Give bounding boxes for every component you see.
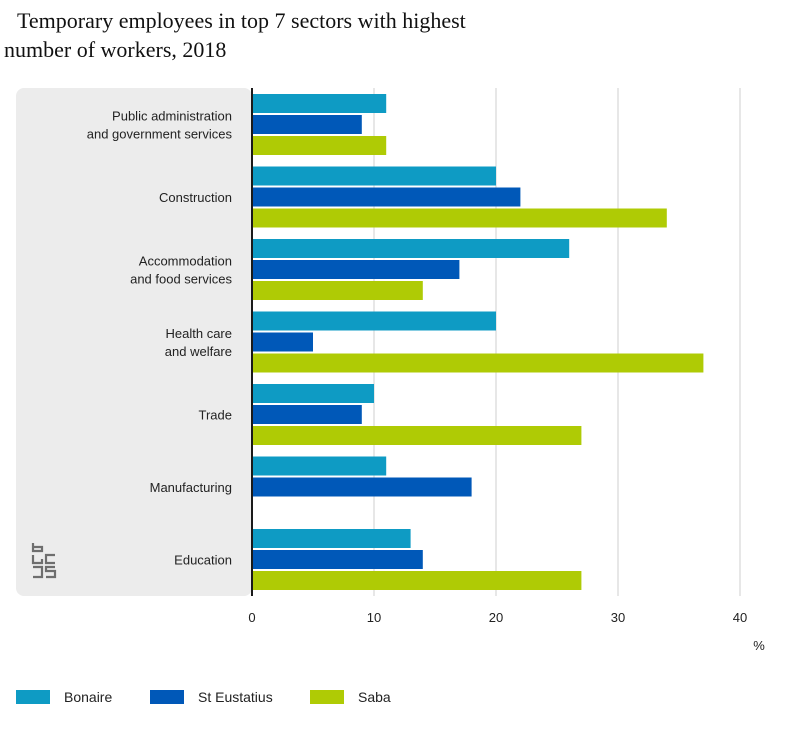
- cbs-logo-icon: [31, 543, 57, 579]
- bar-1-saba: [252, 136, 387, 155]
- category-label-4-line-1: Health care: [166, 326, 232, 341]
- legend-item-bonaire: Bonaire: [16, 689, 112, 705]
- bar-2-bonaire: [252, 166, 496, 186]
- bar-chart: Public administration and government serv…: [16, 88, 765, 653]
- chart-title: Temporary employees in top 7 sectors wit…: [4, 6, 564, 64]
- category-label-7: Education: [174, 553, 232, 568]
- bar-4-bonaire: [252, 311, 496, 331]
- category-panel: [16, 88, 252, 596]
- bar-3-st-eustatius: [252, 260, 460, 279]
- x-tick-label-0: 0: [248, 610, 255, 625]
- bar-2-saba: [252, 208, 667, 228]
- category-label-3-line-2: and food services: [130, 272, 232, 287]
- bar-3-saba: [252, 281, 423, 300]
- x-tick-label-2: 20: [489, 610, 503, 625]
- x-tick-label-1: 10: [367, 610, 381, 625]
- category-label-3-line-1: Accommodation: [139, 254, 232, 269]
- legend-item-st-eustatius: St Eustatius: [150, 689, 273, 705]
- legend-swatch: [150, 690, 184, 704]
- bar-6-st-eustatius: [252, 477, 472, 497]
- legend-swatch: [310, 690, 344, 704]
- legend-label: Bonaire: [64, 689, 113, 705]
- bar-5-bonaire: [252, 384, 374, 403]
- bar-1-st-eustatius: [252, 115, 362, 134]
- legend-label: St Eustatius: [198, 689, 273, 705]
- bar-7-saba: [252, 571, 582, 590]
- bar-7-bonaire: [252, 529, 411, 548]
- legend-swatch: [16, 690, 50, 704]
- chart-title-line-1: Temporary employees in top 7 sectors wit…: [17, 8, 466, 33]
- category-label-2: Construction: [159, 190, 232, 205]
- bar-6-bonaire: [252, 456, 387, 476]
- category-label-4-line-2: and welfare: [165, 344, 232, 359]
- bar-5-st-eustatius: [252, 405, 362, 424]
- bar-5-saba: [252, 426, 582, 445]
- legend-label: Saba: [358, 689, 391, 705]
- category-label-1-line-1: Public administration: [112, 109, 232, 124]
- bar-2-st-eustatius: [252, 187, 521, 207]
- category-label-1-line-2: and government services: [87, 127, 233, 142]
- category-label-5: Trade: [199, 408, 232, 423]
- bar-7-st-eustatius: [252, 550, 423, 569]
- chart-title-line-2: number of workers, 2018: [4, 37, 227, 62]
- bar-4-saba: [252, 353, 704, 373]
- chart-legend: Bonaire St Eustatius Saba: [0, 689, 800, 711]
- bar-4-st-eustatius: [252, 332, 313, 352]
- legend-item-saba: Saba: [310, 689, 391, 705]
- bar-3-bonaire: [252, 239, 570, 258]
- x-unit-label: %: [753, 638, 765, 653]
- category-label-6: Manufacturing: [150, 480, 232, 495]
- x-tick-label-3: 30: [611, 610, 625, 625]
- bar-1-bonaire: [252, 94, 387, 113]
- x-tick-label-4: 40: [733, 610, 747, 625]
